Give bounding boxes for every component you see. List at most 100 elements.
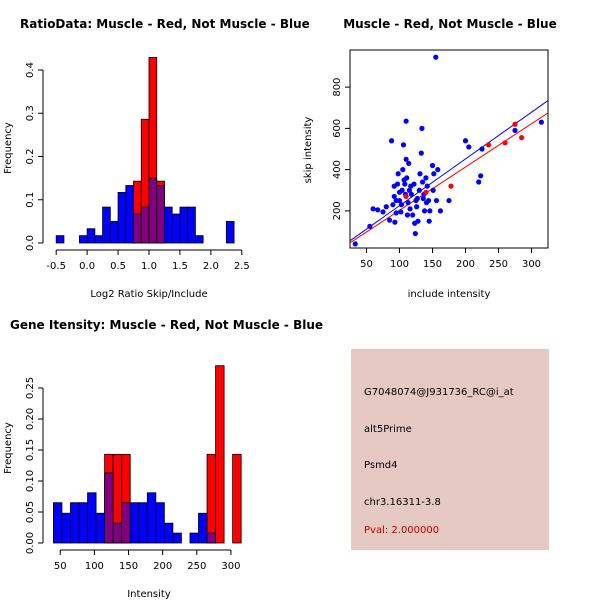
gene-name: Psmd4 (364, 460, 398, 471)
intensity-scatter-point (400, 167, 406, 173)
intensity-scatter-point (519, 135, 525, 141)
intensity-scatter-point (411, 181, 417, 187)
intensity-scatter-plot-frame (349, 49, 549, 249)
intensity-histogram-bar (163, 522, 174, 544)
intensity-histogram-bar (172, 532, 182, 544)
intensity-scatter-fit-line (349, 112, 549, 244)
intensity-histogram-bar (232, 453, 242, 544)
ratio-histogram-y-tick-label: 0.0 (25, 235, 36, 251)
intensity-scatter-point (406, 187, 412, 193)
ratio-histogram-ylabel: Frequency (3, 122, 14, 174)
intensity-scatter-point (383, 204, 389, 210)
intensity-scatter-point (400, 142, 407, 148)
intensity-histogram-x-tick-label: 150 (119, 561, 138, 572)
intensity-histogram-bar (198, 512, 208, 544)
intensity-scatter-point (398, 202, 405, 208)
intensity-scatter-title: Muscle - Red, Not Muscle - Blue (343, 17, 557, 31)
intensity-scatter-point (402, 181, 408, 187)
intensity-histogram-bar (53, 502, 63, 544)
ratio-histogram-x-tick-label: 2.5 (234, 261, 250, 272)
intensity-scatter-x-tick-label: 100 (390, 259, 409, 270)
ratio-histogram-bar (171, 213, 181, 244)
intensity-scatter-point (414, 195, 420, 202)
intensity-scatter-point (512, 127, 518, 134)
ratio-histogram-bar (195, 235, 204, 244)
intensity-scatter-point (478, 173, 484, 179)
intensity-histogram-y-tick-label: 0.20 (25, 408, 36, 430)
intensity-scatter-point (421, 208, 428, 214)
intensity-scatter-point (404, 212, 411, 218)
intensity-histogram-x-tick-label: 200 (153, 561, 172, 572)
intensity-scatter: Muscle - Red, Not Muscle - Blue include … (303, 17, 557, 300)
ratio-histogram-overlap-bar (156, 185, 165, 244)
intensity-scatter-point (427, 208, 433, 214)
intensity-scatter-ylabel: skip intensity (303, 117, 314, 184)
probe-id: G7048074@J931736_RC@i_at (364, 387, 514, 398)
intensity-scatter-point (375, 207, 381, 213)
ratio-histogram-overlap-bar (140, 206, 150, 244)
intensity-scatter-point (486, 142, 492, 148)
intensity-histogram: Gene Itensity: Muscle - Red, Not Muscle … (3, 318, 323, 600)
ratio-histogram-bar (179, 206, 189, 244)
intensity-scatter-point (538, 119, 545, 125)
intensity-scatter-x-tick-label: 250 (489, 259, 508, 270)
intensity-scatter-point (380, 209, 386, 215)
ratio-histogram-xlabel: Log2 Ratio Skip/Include (90, 289, 207, 300)
ratio-histogram-x-tick-label: 0.5 (110, 261, 126, 272)
intensity-scatter-x-tick-label: 200 (456, 259, 475, 270)
ratio-histogram-y-tick-label: 0.2 (25, 149, 36, 165)
intensity-scatter-point (408, 191, 414, 197)
intensity-scatter-point (396, 197, 403, 204)
intensity-scatter-point (431, 171, 437, 177)
intensity-scatter-point (420, 195, 426, 202)
ratio-histogram-bar (225, 220, 235, 244)
ratio-histogram-bar (55, 235, 65, 244)
intensity-scatter-point (403, 156, 409, 162)
intensity-scatter-x-tick-label: 300 (522, 259, 541, 270)
ratio-histogram-y-tick-label: 0.1 (25, 192, 36, 208)
intensity-scatter-point (512, 121, 518, 127)
intensity-scatter-point (370, 206, 376, 212)
intensity-scatter-point (395, 171, 401, 177)
intensity-scatter-point (415, 218, 421, 224)
intensity-scatter-point (412, 230, 418, 237)
intensity-scatter-point (502, 140, 508, 146)
ratio-histogram-bar (109, 220, 119, 244)
intensity-histogram-bar (70, 502, 80, 544)
intensity-scatter-y-tick-label: 400 (332, 160, 343, 179)
intensity-histogram-bar (215, 365, 225, 544)
intensity-scatter-y-tick-label: 200 (332, 201, 343, 220)
intensity-scatter-point (426, 218, 432, 224)
intensity-scatter-point (392, 219, 398, 225)
ratio-histogram-y-tick-label: 0.3 (25, 105, 36, 121)
intensity-histogram-bar (146, 492, 157, 544)
intensity-scatter-point (417, 171, 423, 177)
intensity-histogram-bar (78, 502, 88, 544)
intensity-scatter-x-tick-label: 150 (423, 259, 442, 270)
intensity-scatter-y-tick-label: 800 (332, 78, 343, 97)
ratio-histogram: RatioData: Muscle - Red, Not Muscle - Bl… (3, 17, 310, 300)
intensity-scatter-x-tick-label: 50 (360, 259, 373, 270)
intensity-scatter-point (448, 183, 454, 189)
intensity-scatter-point (435, 167, 441, 173)
ratio-histogram-title: RatioData: Muscle - Red, Not Muscle - Bl… (20, 17, 310, 31)
intensity-histogram-y-tick-label: 0.05 (25, 501, 36, 523)
intensity-scatter-point (420, 179, 426, 185)
intensity-scatter-point (403, 118, 409, 124)
intensity-histogram-overlap-bar (104, 472, 114, 544)
ratio-histogram-y-tick-label: 0.4 (25, 62, 36, 78)
intensity-scatter-point (394, 181, 401, 187)
intensity-scatter-point (430, 187, 436, 193)
intensity-scatter-point (391, 193, 397, 200)
intensity-histogram-bar (129, 502, 140, 544)
ratio-histogram-x-tick-label: 2.0 (203, 261, 219, 272)
intensity-scatter-xlabel: include intensity (408, 289, 491, 300)
intensity-scatter-point (398, 209, 404, 215)
intensity-histogram-bar (189, 532, 199, 544)
intensity-scatter-point (429, 162, 436, 169)
intensity-histogram-bar (61, 512, 71, 544)
intensity-scatter-point (405, 200, 411, 206)
ratio-histogram-bar (187, 206, 196, 244)
intensity-scatter-point (390, 202, 396, 208)
intensity-scatter-point (423, 175, 429, 181)
